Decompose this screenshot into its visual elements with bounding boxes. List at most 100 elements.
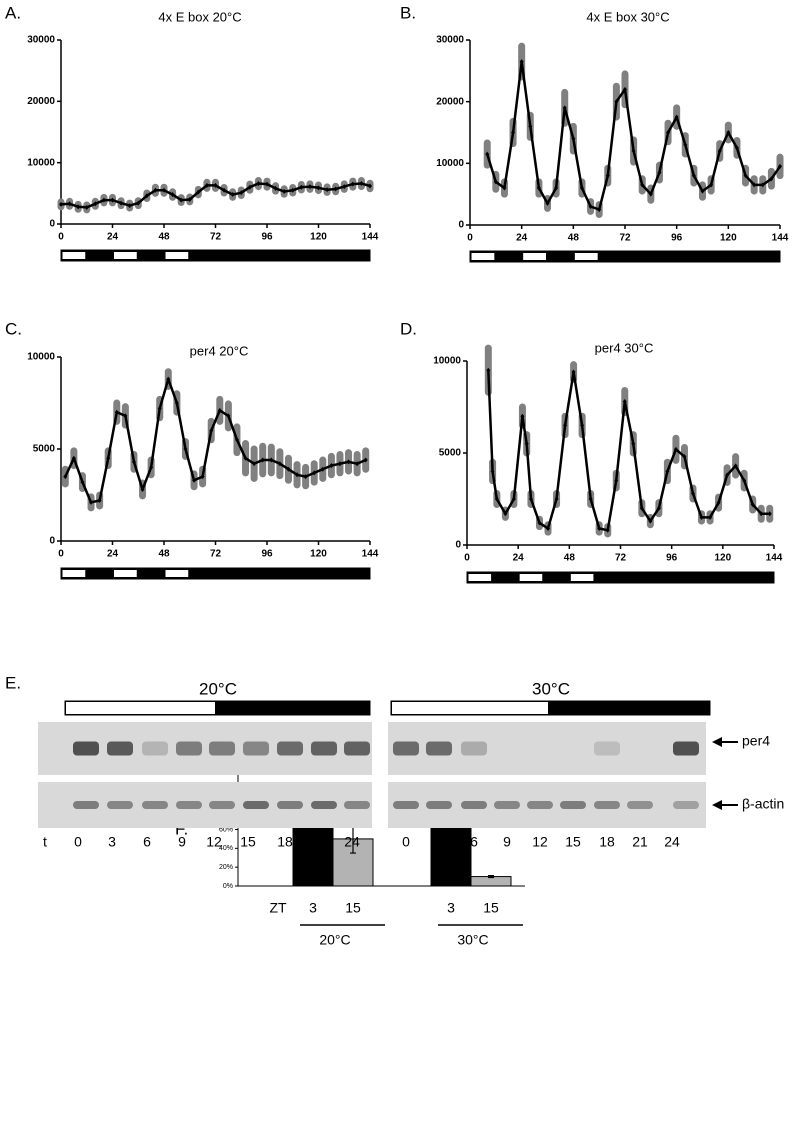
lane-label: 6: [470, 834, 478, 850]
data-point: [537, 520, 542, 526]
data-point: [503, 511, 508, 517]
data-point: [136, 200, 141, 206]
data-point: [290, 187, 295, 193]
dark-bar: [469, 250, 781, 263]
series-line: [487, 370, 770, 532]
x-tick-label: 24: [516, 233, 528, 244]
data-point: [691, 173, 696, 179]
data-point: [778, 163, 782, 169]
bar-label: 3: [309, 900, 317, 916]
data-point: [307, 184, 312, 190]
data-point: [733, 463, 738, 469]
data-point: [554, 496, 559, 502]
data-point: [682, 454, 687, 460]
lane-label: 21: [311, 834, 327, 850]
data-point: [580, 422, 585, 428]
blot-band: [142, 741, 168, 756]
data-point: [502, 185, 507, 191]
data-point: [269, 457, 274, 463]
data-point: [511, 496, 516, 502]
data-point: [485, 151, 490, 157]
data-point: [316, 185, 321, 191]
data-point: [71, 455, 76, 461]
data-point: [80, 479, 85, 485]
data-point: [97, 498, 102, 504]
data-point: [333, 186, 338, 192]
lane-label: 21: [632, 834, 648, 850]
data-point: [673, 446, 678, 452]
x-tick-label: 144: [772, 233, 789, 244]
data-point: [665, 468, 670, 474]
data-point: [230, 192, 235, 198]
data-point: [256, 181, 261, 187]
dark-bar: [60, 567, 371, 580]
data-point: [571, 136, 576, 142]
lane-label: 3: [435, 834, 443, 850]
light-bar: [62, 570, 86, 577]
row-label: β-actin: [742, 796, 784, 812]
data-point: [743, 173, 748, 179]
blot-band: [393, 801, 419, 809]
x-tick-label: 72: [619, 233, 631, 244]
x-tick-label: 72: [210, 232, 222, 243]
lane-label: 9: [178, 834, 186, 850]
x-tick-label: 24: [107, 549, 119, 560]
x-tick-label: 24: [513, 553, 525, 564]
x-tick-label: 96: [671, 233, 683, 244]
data-point: [545, 200, 550, 206]
y-tick-label: 0: [49, 536, 55, 547]
data-point: [690, 490, 695, 496]
lane-label: 0: [402, 834, 410, 850]
y-tick-label: 0: [49, 219, 55, 230]
dark-bar: [466, 571, 775, 584]
blot-band: [673, 801, 699, 809]
data-point: [742, 478, 747, 484]
data-point: [174, 400, 179, 406]
data-point: [346, 459, 351, 465]
data-point: [520, 413, 525, 419]
blot-band: [673, 741, 699, 756]
data-point: [716, 500, 721, 506]
blot-band: [73, 801, 99, 809]
arrow-head: [712, 737, 722, 747]
blot-band: [107, 801, 133, 809]
blot-band: [209, 741, 235, 756]
light-bar: [165, 252, 189, 259]
data-point: [536, 185, 541, 191]
blot-band: [461, 801, 487, 809]
lane-label: 18: [599, 834, 615, 850]
data-point: [217, 407, 222, 413]
data-point: [511, 130, 516, 135]
data-point: [699, 514, 704, 520]
data-point: [623, 86, 627, 92]
lane-label: 0: [74, 834, 82, 850]
light-bar: [66, 702, 215, 714]
blot-band: [627, 801, 653, 809]
light-bar: [570, 574, 594, 581]
data-point: [282, 188, 287, 194]
data-point: [329, 463, 334, 469]
x-axis-label: ZT: [269, 900, 287, 916]
light-bar: [468, 574, 492, 581]
data-point: [277, 461, 282, 467]
data-point: [196, 189, 201, 195]
x-tick-label: 120: [310, 232, 327, 243]
blot-band: [311, 801, 337, 809]
x-tick-label: 120: [714, 553, 731, 564]
data-point: [368, 183, 372, 189]
lane-label: 9: [503, 834, 511, 850]
light-bar: [519, 574, 543, 581]
data-point: [614, 478, 619, 484]
data-point: [546, 525, 551, 531]
data-point: [597, 525, 602, 531]
data-point: [639, 505, 644, 511]
data-point: [700, 188, 705, 194]
data-point: [127, 203, 132, 209]
data-point: [234, 437, 239, 443]
data-point: [157, 406, 162, 412]
blot-band: [344, 801, 370, 809]
y-tick-label: 20000: [27, 96, 55, 107]
data-point: [123, 413, 128, 419]
y-tick-label: 20%: [219, 864, 233, 871]
y-tick-label: 5000: [439, 448, 462, 459]
